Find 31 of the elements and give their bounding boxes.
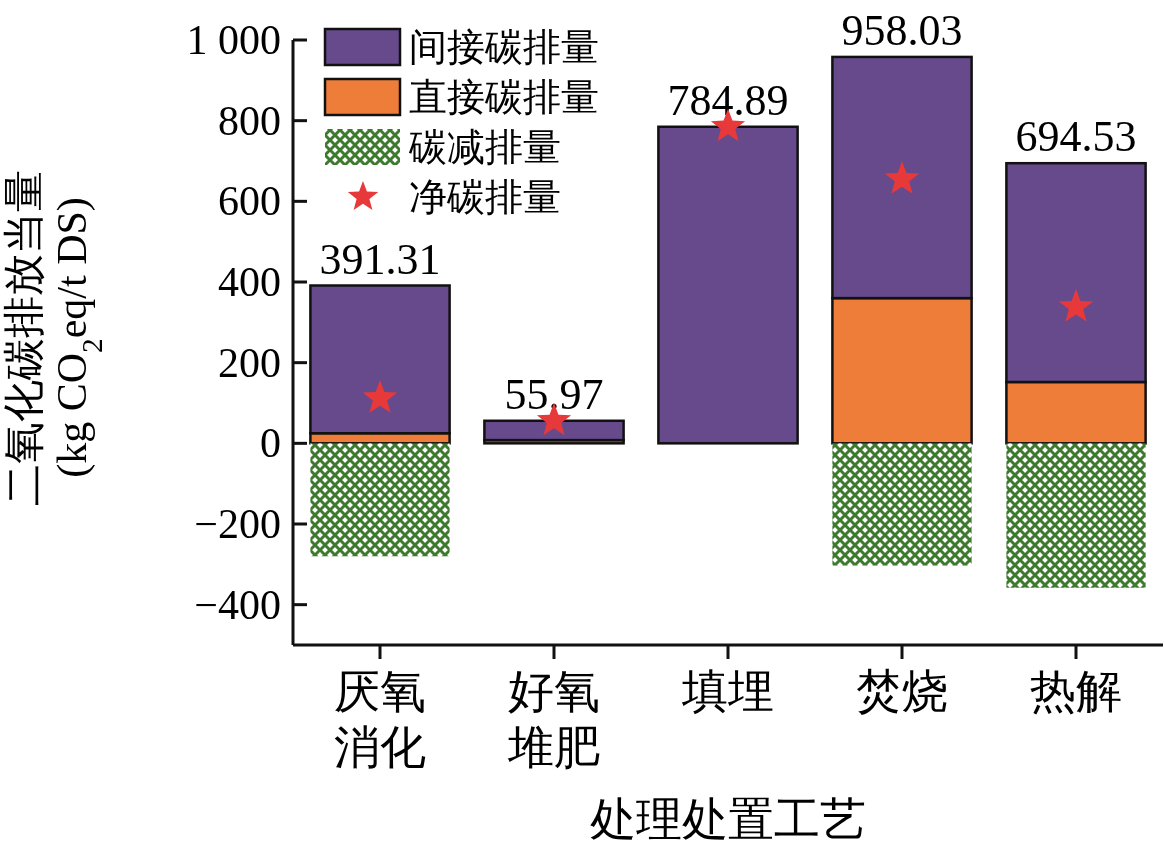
bar xyxy=(657,125,799,445)
x-tick-label: 填埋 xyxy=(681,666,774,717)
legend-label: 直接碳排量 xyxy=(409,76,599,118)
x-tick-label: 热解 xyxy=(1030,666,1122,717)
annotation: 958.03 xyxy=(841,5,963,55)
y-tick-label: 1 000 xyxy=(186,17,281,63)
legend-label: 碳减排量 xyxy=(408,126,561,168)
annotation: 55.97 xyxy=(504,369,604,419)
y-tick-label: −200 xyxy=(194,501,281,547)
bar xyxy=(483,419,625,442)
bar xyxy=(832,443,972,566)
y-tick-label: 0 xyxy=(260,420,281,467)
bar xyxy=(310,443,450,557)
x-tick-label: 厌氧消化 xyxy=(334,666,426,773)
y-tick-label: 800 xyxy=(218,97,281,144)
x-tick-label: 好氧堆肥 xyxy=(507,666,600,773)
point xyxy=(1058,289,1094,322)
y-tick-label: 200 xyxy=(218,339,281,386)
annotation: 391.31 xyxy=(319,234,441,284)
annotation: 694.53 xyxy=(1015,112,1137,162)
y-tick-label: 600 xyxy=(218,178,281,225)
point xyxy=(884,161,920,194)
x-axis-title: 处理处置工艺 xyxy=(590,794,866,845)
annotation: 784.89 xyxy=(667,75,789,125)
point xyxy=(362,380,398,413)
legend-label: 净碳排量 xyxy=(409,176,561,218)
x-tick-label: 焚烧 xyxy=(856,666,948,717)
bar xyxy=(1006,443,1146,588)
y-tick-label: 400 xyxy=(218,259,281,305)
y-tick-label: −400 xyxy=(194,581,281,628)
legend-label: 间接碳排量 xyxy=(409,26,599,68)
